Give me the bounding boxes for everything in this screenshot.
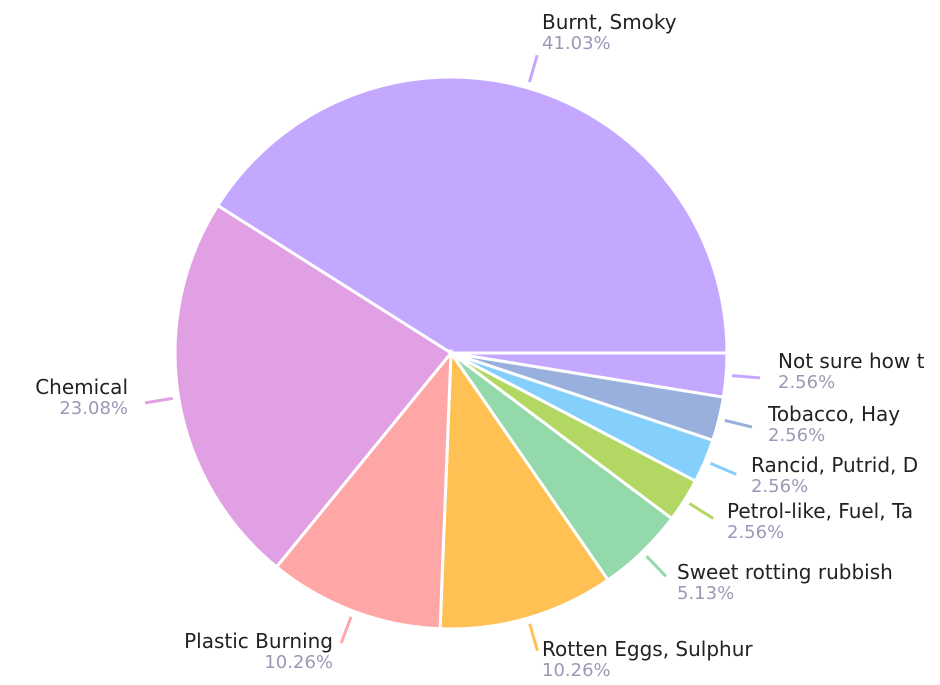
leader-line [144,396,173,405]
slice-percent-label: 10.26% [542,660,611,681]
slice-label: Plastic Burning [184,629,333,653]
pie-slices [173,75,729,631]
slice-label: Not sure how t [778,349,925,373]
slice-label: Petrol-like, Fuel, Ta [727,499,913,523]
leader-lines [144,54,761,652]
leader-line [688,502,714,520]
slice-percent-label: 2.56% [727,522,784,543]
slice-label: Tobacco, Hay [767,402,900,426]
slice-percent-label: 2.56% [751,476,808,497]
leader-line [527,54,539,83]
slice-percent-label: 41.03% [542,33,611,54]
leader-line [709,461,737,476]
slice-label: Burnt, Smoky [542,10,677,34]
pie-slice [274,348,453,631]
pie-slice [215,75,729,355]
slice-label: Sweet rotting rubbish [677,560,893,584]
slice-percent-label: 5.13% [677,583,734,604]
slice-label: Rotten Eggs, Sulphur [542,637,753,661]
slice-percent-label: 23.08% [59,398,128,419]
leader-line [645,555,668,578]
leader-line [724,418,753,429]
slice-label: Rancid, Putrid, D [751,453,918,477]
pie-slice [438,348,611,631]
leader-line [528,623,539,652]
pie-slice [173,203,454,569]
slice-label: Chemical [35,375,128,399]
slice-percent-label: 10.26% [264,652,333,673]
slice-percent-label: 2.56% [768,425,825,446]
leader-line [731,374,761,380]
leader-line [339,616,353,644]
slice-percent-label: 2.56% [778,372,835,393]
